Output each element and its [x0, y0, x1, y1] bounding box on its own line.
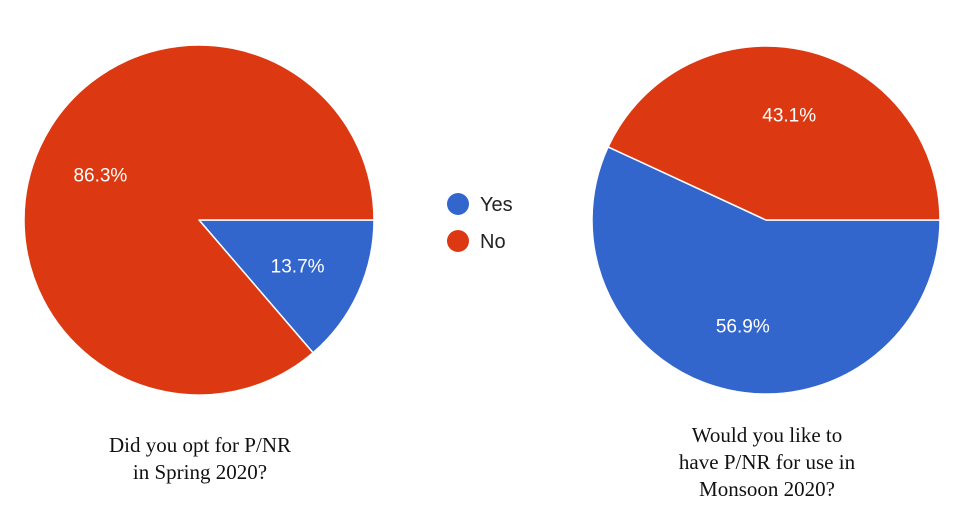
- pie-chart-monsoon-2020: 56.9% 43.1%: [591, 45, 941, 395]
- pie-left-slice-no: [23, 44, 375, 396]
- chart-title-right-line-1: Would you like to: [691, 423, 843, 447]
- chart-title-left-line-2: in Spring 2020?: [132, 460, 268, 484]
- legend-label-no: No: [480, 231, 506, 253]
- chart-title-left: Did you opt for P/NR in Spring 2020?: [60, 432, 340, 486]
- pie-right-data-label-no: 43.1%: [762, 106, 816, 127]
- pie-chart-spring-2020: 13.7% 86.3%: [23, 44, 375, 396]
- pie-right-slice-yes: [591, 146, 941, 395]
- chart-title-right-line-2: have P/NR for use in: [678, 450, 856, 474]
- legend-label-yes: Yes: [480, 194, 513, 216]
- pie-right-slice-no: [607, 45, 941, 221]
- legend-marker-no: [447, 230, 469, 252]
- chart-title-left-line-1: Did you opt for P/NR: [108, 433, 291, 457]
- pie-right-data-label-yes: 56.9%: [716, 316, 770, 337]
- pie-left-data-label-no: 86.3%: [73, 166, 127, 187]
- chart-title-right: Would you like to have P/NR for use in M…: [627, 422, 907, 503]
- legend-marker-yes: [447, 193, 469, 215]
- pie-left-data-label-yes: 13.7%: [271, 256, 325, 277]
- pie-left-slice-yes: [198, 219, 375, 354]
- legend: Yes No: [447, 193, 513, 253]
- chart-title-right-line-3: Monsoon 2020?: [699, 477, 835, 501]
